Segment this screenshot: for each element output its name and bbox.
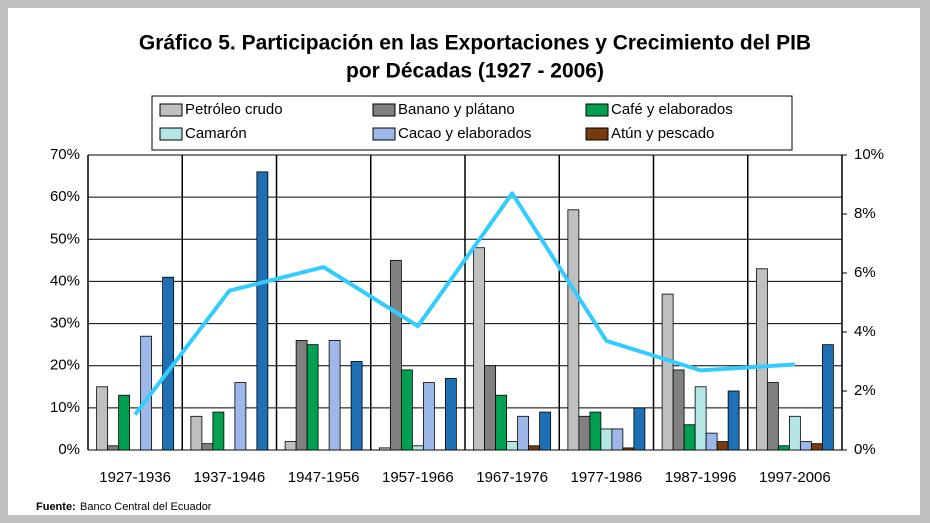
y2-tick-label: 0%: [854, 441, 876, 458]
bar: [578, 415, 591, 451]
y2-tick-label: 8%: [854, 205, 876, 222]
x-tick-label: 1967-1976: [476, 469, 548, 486]
y-tick-label: 50%: [50, 230, 80, 247]
bar: [777, 445, 790, 451]
legend-label: Cacao y elaborados: [398, 125, 531, 142]
bar: [661, 293, 674, 451]
bar: [716, 441, 729, 451]
bar: [766, 382, 779, 451]
bar: [799, 441, 812, 451]
line-series: [133, 191, 795, 416]
x-tick-label: 1937-1946: [194, 469, 266, 486]
y2-tick-label: 2%: [854, 382, 876, 399]
bar: [306, 344, 319, 451]
legend-label: Banano y plátano: [398, 101, 515, 118]
x-tick-label: 1957-1966: [382, 469, 454, 486]
legend-label: Atún y pescado: [611, 125, 714, 142]
y-tick-label: 20%: [50, 357, 80, 374]
y-tick-label: 40%: [50, 272, 80, 289]
source-label: Fuente:: [36, 501, 76, 513]
bar: [201, 443, 214, 451]
bar: [350, 361, 363, 451]
bar: [821, 344, 834, 451]
bar: [212, 411, 225, 451]
chart-subtitle: por Décadas (1927 - 2006): [346, 60, 604, 83]
legend-label: Café y elaborados: [611, 101, 733, 118]
bar: [284, 441, 297, 451]
x-tick-label: 1947-1956: [288, 469, 360, 486]
bar: [234, 382, 247, 451]
bar: [672, 369, 685, 451]
x-tick-label: 1997-2006: [759, 469, 831, 486]
bar: [694, 386, 707, 451]
bar: [411, 445, 424, 451]
x-tick-label: 1927-1936: [99, 469, 171, 486]
bar: [683, 424, 696, 451]
chart-title: Gráfico 5. Participación en las Exportac…: [139, 32, 811, 55]
legend-swatch: [159, 127, 183, 141]
bar: [622, 447, 635, 451]
bar: [611, 428, 624, 451]
x-tick-label: 1987-1996: [665, 469, 737, 486]
bar: [539, 411, 552, 451]
legend-swatch: [159, 103, 183, 117]
legend-swatch: [372, 127, 396, 141]
bar: [107, 445, 120, 451]
bar: [473, 247, 486, 451]
bar: [727, 390, 740, 451]
y-tick-label: 60%: [50, 188, 80, 205]
bar: [810, 443, 823, 451]
legend-swatch: [372, 103, 396, 117]
bar: [495, 394, 508, 451]
y-tick-label: 0%: [58, 441, 80, 458]
legend-label: Petróleo crudo: [185, 101, 283, 118]
bar: [444, 377, 457, 451]
bar: [528, 445, 541, 451]
bar: [256, 171, 269, 451]
bar: [295, 340, 308, 451]
legend-swatch: [585, 127, 609, 141]
y2-tick-label: 4%: [854, 323, 876, 340]
bar: [755, 268, 768, 451]
bar: [190, 415, 203, 451]
bar: [600, 428, 613, 451]
y2-tick-label: 6%: [854, 264, 876, 281]
bar: [96, 386, 109, 451]
bar: [400, 369, 413, 451]
bar: [328, 340, 341, 451]
bar: [484, 365, 497, 451]
x-tick-label: 1977-1986: [571, 469, 643, 486]
bar: [517, 415, 530, 451]
bar: [788, 415, 801, 451]
legend-swatch: [585, 103, 609, 117]
y2-tick-label: 10%: [854, 146, 884, 163]
bar: [567, 209, 580, 451]
bar: [378, 447, 391, 451]
bar: [705, 432, 718, 451]
bar: [389, 259, 402, 451]
bar: [589, 411, 602, 451]
source: Banco Central del Ecuador: [80, 501, 212, 513]
bar: [506, 441, 519, 451]
y-tick-label: 30%: [50, 315, 80, 332]
y-tick-label: 70%: [50, 146, 80, 163]
legend: [151, 95, 793, 151]
legend-label: Camarón: [185, 125, 247, 142]
bar: [633, 407, 646, 451]
bar: [118, 394, 131, 451]
y-tick-label: 10%: [50, 399, 80, 416]
bar: [422, 382, 435, 451]
